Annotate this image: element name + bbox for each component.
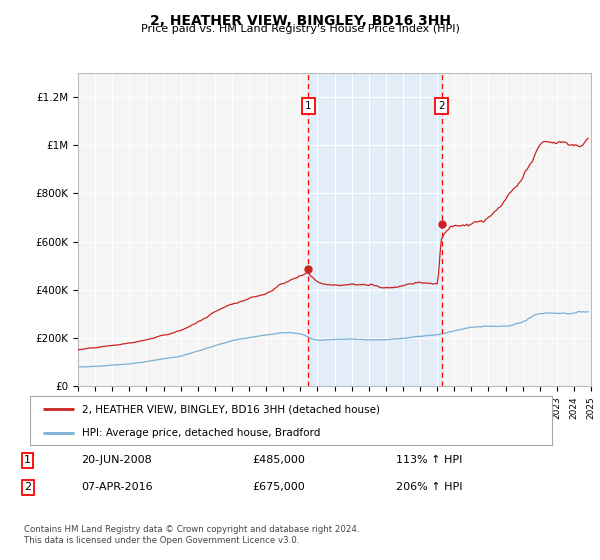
Text: 20-JUN-2008: 20-JUN-2008 — [81, 455, 152, 465]
Text: 07-APR-2016: 07-APR-2016 — [81, 482, 152, 492]
Text: 2: 2 — [24, 482, 31, 492]
Text: 206% ↑ HPI: 206% ↑ HPI — [396, 482, 463, 492]
Text: 1: 1 — [24, 455, 31, 465]
Text: HPI: Average price, detached house, Bradford: HPI: Average price, detached house, Brad… — [82, 428, 320, 438]
Text: 1: 1 — [305, 101, 311, 111]
Text: £675,000: £675,000 — [252, 482, 305, 492]
Text: 2, HEATHER VIEW, BINGLEY, BD16 3HH: 2, HEATHER VIEW, BINGLEY, BD16 3HH — [149, 14, 451, 28]
Text: 113% ↑ HPI: 113% ↑ HPI — [396, 455, 463, 465]
Text: 2, HEATHER VIEW, BINGLEY, BD16 3HH (detached house): 2, HEATHER VIEW, BINGLEY, BD16 3HH (deta… — [82, 404, 380, 414]
Text: Contains HM Land Registry data © Crown copyright and database right 2024.
This d: Contains HM Land Registry data © Crown c… — [24, 525, 359, 545]
Bar — [308, 73, 442, 386]
Text: £485,000: £485,000 — [252, 455, 305, 465]
Text: 2: 2 — [439, 101, 445, 111]
Text: Price paid vs. HM Land Registry's House Price Index (HPI): Price paid vs. HM Land Registry's House … — [140, 24, 460, 34]
